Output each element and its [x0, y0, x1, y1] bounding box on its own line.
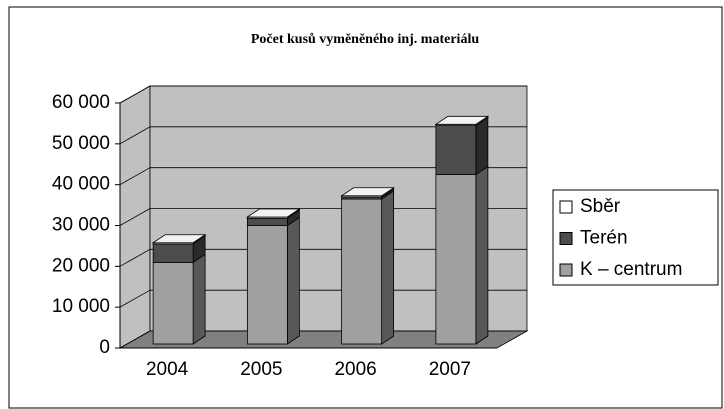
grid-line — [119, 289, 151, 308]
legend-label: Sběr — [580, 196, 621, 217]
y-tick-label: 0 — [99, 337, 110, 358]
legend-label: K – centrum — [580, 259, 682, 280]
bar-side — [286, 216, 300, 345]
legend-swatch — [559, 263, 573, 277]
grid-line — [119, 85, 151, 104]
grid-line — [119, 330, 151, 349]
legend-swatch — [559, 232, 573, 245]
bar-segment — [152, 243, 194, 263]
grid-line — [119, 208, 151, 226]
x-tick-label: 2007 — [429, 359, 471, 380]
bar-top — [151, 234, 207, 244]
y-tick-label: 30 000 — [52, 215, 110, 236]
bar-segment — [246, 217, 288, 226]
chart-title: Počet kusů vyměněného inj. materiálu — [251, 32, 479, 47]
legend — [552, 189, 719, 286]
bar-top — [434, 115, 490, 125]
y-tick-label: 60 000 — [52, 92, 110, 113]
y-tick-label: 50 000 — [52, 133, 110, 154]
bar-segment — [435, 174, 477, 345]
bar-segment — [435, 125, 477, 175]
bar-side — [192, 253, 206, 345]
grid-line — [119, 248, 151, 267]
bar-segment — [341, 198, 383, 345]
legend-label: Terén — [580, 228, 628, 249]
x-tick-label: 2005 — [240, 359, 282, 380]
y-tick-label: 40 000 — [52, 174, 110, 195]
y-tick-label: 10 000 — [52, 296, 110, 317]
bar-segment — [246, 225, 288, 345]
y-tick-label: 20 000 — [52, 255, 110, 276]
bar-side — [475, 165, 489, 345]
grid-line — [119, 126, 151, 145]
bar-top — [246, 208, 301, 218]
x-tick-label: 2004 — [146, 359, 189, 380]
bar-top — [340, 187, 395, 197]
bar-side — [381, 190, 395, 345]
legend-swatch — [559, 200, 573, 214]
bar-segment — [152, 261, 194, 345]
x-tick-label: 2006 — [334, 359, 376, 380]
grid-line — [119, 167, 151, 186]
bar-side — [475, 116, 489, 176]
